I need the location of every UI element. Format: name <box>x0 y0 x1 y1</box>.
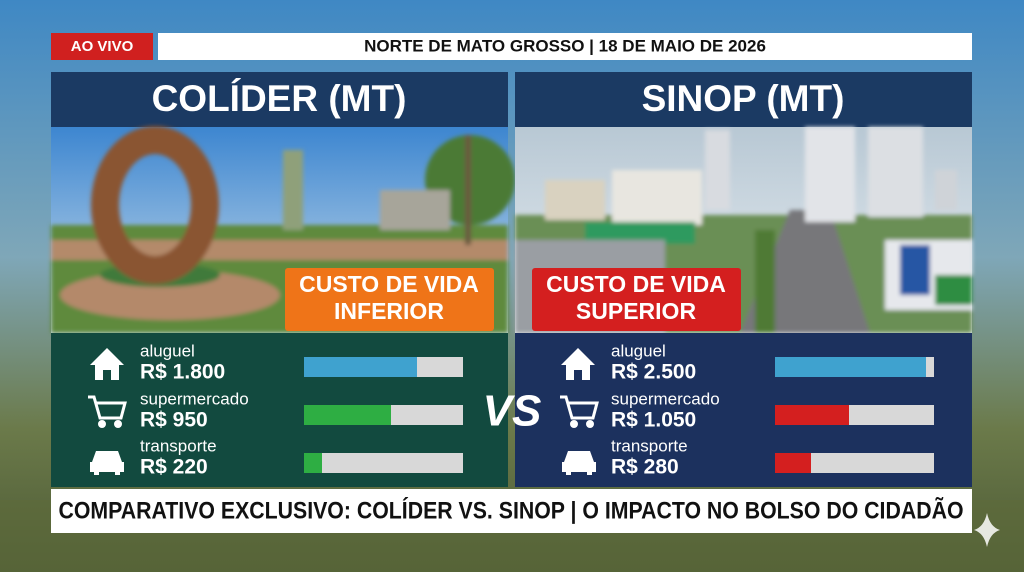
cost-badge-bg <box>285 268 494 331</box>
cost-bars <box>775 357 934 473</box>
header-text: NORTE DE MATO GROSSO | 18 DE MAIO DE 202… <box>364 36 766 55</box>
item-label: aluguel <box>611 341 666 360</box>
item-price: R$ 950 <box>140 409 208 432</box>
house-icon <box>90 348 124 380</box>
cost-badge-line: CUSTO DE VIDA <box>546 271 726 297</box>
item-price: R$ 280 <box>611 456 679 479</box>
car-icon <box>90 451 124 475</box>
cart-icon <box>88 395 127 428</box>
item-label: transporte <box>611 436 688 455</box>
live-badge-bg <box>51 33 153 60</box>
cost-badge-line: INFERIOR <box>334 298 444 324</box>
item-label: transporte <box>140 436 217 455</box>
cost-badge-line: SUPERIOR <box>576 298 697 324</box>
item-label: supermercado <box>140 389 249 408</box>
city-name: COLÍDER (MT) <box>152 78 407 119</box>
item-label: supermercado <box>611 389 720 408</box>
item-price: R$ 2.500 <box>611 361 696 384</box>
item-label: aluguel <box>140 341 195 360</box>
city-header-bg <box>51 72 508 127</box>
sparkle-icon <box>974 513 1000 547</box>
city-name: SINOP (MT) <box>642 78 845 119</box>
item-price: R$ 1.050 <box>611 409 696 432</box>
city-header-bg <box>515 72 972 127</box>
cart-icon <box>560 395 599 428</box>
footer-text: COMPARATIVO EXCLUSIVO: COLÍDER VS. SINOP… <box>59 496 964 524</box>
car-icon <box>562 451 596 475</box>
header-bar <box>158 33 972 60</box>
item-price: R$ 220 <box>140 456 208 479</box>
footer-bar <box>51 489 972 533</box>
city-photo <box>51 126 515 333</box>
cost-badge-bg <box>532 268 741 331</box>
cost-bars <box>304 357 463 473</box>
house-icon <box>561 348 595 380</box>
live-badge: AO VIVO <box>71 38 134 55</box>
vs-label: VS <box>483 387 542 436</box>
cost-badge-line: CUSTO DE VIDA <box>299 271 479 297</box>
item-price: R$ 1.800 <box>140 361 225 384</box>
